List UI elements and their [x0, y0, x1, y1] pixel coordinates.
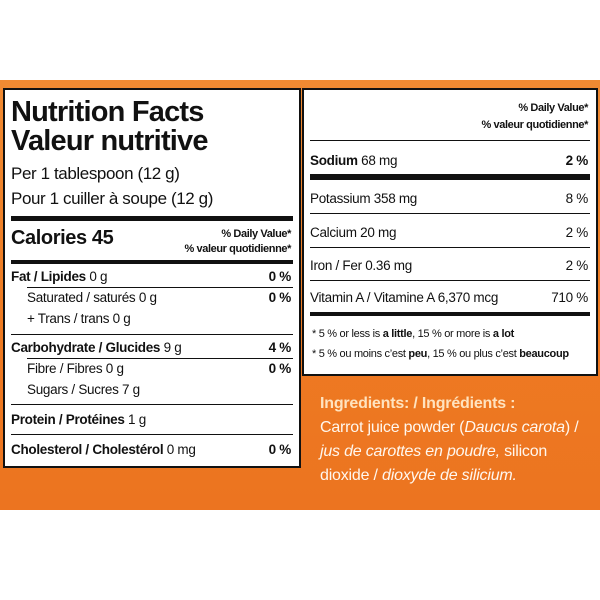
- dv: 2 %: [565, 258, 589, 273]
- label: + Trans / trans: [27, 311, 110, 326]
- amount: 6,370 mcg: [437, 290, 499, 305]
- label: Protein / Protéines: [11, 412, 125, 427]
- label: Saturated / saturés: [27, 290, 136, 305]
- nutrient-row: Iron / Fer 0.36 mg 2 %: [310, 258, 588, 273]
- rule: [11, 334, 293, 335]
- thick-rule: [11, 260, 293, 264]
- amount: 0 g: [112, 311, 131, 326]
- text: silicon dioxide /: [320, 443, 548, 484]
- thick-rule: [310, 174, 590, 180]
- label: Vitamin A / Vitamine A: [310, 290, 435, 305]
- footnote: * 5 % or less is a little, 15 % or more …: [312, 328, 514, 340]
- label: Carbohydrate / Glucides: [11, 340, 161, 355]
- amount: 0 mg: [166, 442, 196, 457]
- amount: 0.36 mg: [365, 258, 412, 273]
- ingredients: Ingredients: / Ingrédients : Carrot juice…: [320, 392, 592, 488]
- label: Fat / Lipides: [11, 269, 86, 284]
- dv: 0 %: [268, 442, 292, 457]
- rule: [310, 247, 590, 248]
- text: Carrot juice powder (: [320, 419, 465, 436]
- dv: 0 %: [268, 269, 292, 284]
- dv: 8 %: [565, 191, 589, 206]
- nutrient-row: Calcium 20 mg 2 %: [310, 225, 588, 240]
- nutrient-row: Sodium 68 mg 2 %: [310, 153, 588, 168]
- nutrient-row: Saturated / saturés 0 g 0 %: [11, 290, 291, 305]
- rule: [27, 287, 293, 288]
- label: Sodium: [310, 153, 358, 168]
- serving: Per 1 tablespoon (12 g): [11, 164, 180, 183]
- nutrient-row: Cholesterol / Cholestérol 0 mg 0 %: [11, 442, 291, 457]
- footnote: * 5 % ou moins c’est peu, 15 % ou plus c…: [312, 348, 569, 360]
- nutrient-row: Fat / Lipides 0 g 0 %: [11, 269, 291, 284]
- text: a little: [382, 328, 413, 340]
- label: Calcium: [310, 225, 357, 240]
- nutrient-row: Sugars / Sucres 7 g: [11, 382, 291, 397]
- text: peu: [408, 348, 428, 360]
- rule: [310, 213, 590, 214]
- text: a lot: [492, 328, 515, 340]
- text: , 15 % ou plus c’est: [427, 348, 520, 360]
- rule: [310, 280, 590, 281]
- dv: 2 %: [565, 153, 589, 168]
- text: , 15 % or more is: [412, 328, 493, 340]
- amount: 68 mg: [361, 153, 398, 168]
- text: * 5 % ou moins c’est: [312, 348, 409, 360]
- title-fr: Valeur nutritive: [11, 125, 209, 157]
- amount: 20 mg: [360, 225, 397, 240]
- text: * 5 % or less is: [312, 328, 383, 340]
- nutrient-row: Vitamin A / Vitamine A 6,370 mcg 710 %: [310, 290, 588, 305]
- text: jus de carottes en poudre,: [320, 443, 500, 460]
- rule: [11, 404, 293, 405]
- amount: 9 g: [163, 340, 182, 355]
- serving-fr: Pour 1 cuiller à soupe (12 g): [11, 189, 213, 208]
- amount: 7 g: [122, 382, 140, 397]
- thick-rule: [310, 312, 590, 316]
- title: Nutrition Facts: [11, 96, 204, 128]
- ingredients-heading: Ingredients: / Ingrédients :: [320, 395, 516, 412]
- text: ) /: [564, 419, 579, 436]
- dv: 0 %: [268, 290, 292, 305]
- label: Sugars / Sucres: [27, 382, 119, 397]
- nutrient-row: Carbohydrate / Glucides 9 g 4 %: [11, 340, 291, 355]
- dv-header: % Daily Value*: [518, 102, 588, 114]
- label: Cholesterol / Cholestérol: [11, 442, 164, 457]
- amount: 1 g: [128, 412, 146, 427]
- nutrient-row: Protein / Protéines 1 g: [11, 412, 291, 427]
- amount: 0 g: [89, 269, 108, 284]
- amount: 0 g: [105, 361, 124, 376]
- rule: [310, 140, 590, 141]
- label: Potassium: [310, 191, 371, 206]
- dv: 2 %: [565, 225, 589, 240]
- thick-rule: [11, 216, 293, 221]
- dv-header: % Daily Value*: [221, 228, 291, 240]
- text: dioxyde de silicium.: [382, 467, 517, 484]
- nutrient-row: + Trans / trans 0 g: [11, 311, 291, 326]
- calories: Calories 45: [11, 227, 114, 249]
- amount: 0 g: [138, 290, 157, 305]
- label: Fibre / Fibres: [27, 361, 103, 376]
- text: beaucoup: [519, 348, 569, 360]
- nutrition-panel-right: % Daily Value* % valeur quotidienne* Sod…: [302, 88, 598, 376]
- nutrient-row: Fibre / Fibres 0 g 0 %: [11, 361, 291, 376]
- nutrition-panel: Nutrition Facts Valeur nutritive Per 1 t…: [3, 88, 301, 468]
- dv: 4 %: [268, 340, 292, 355]
- rule: [11, 434, 293, 435]
- rule: [27, 358, 293, 359]
- dv-header-fr: % valeur quotidienne*: [481, 119, 588, 131]
- dv: 710 %: [551, 290, 588, 305]
- dv-header-fr: % valeur quotidienne*: [184, 243, 291, 255]
- text: Daucus carota: [464, 419, 565, 436]
- label: Iron / Fer: [310, 258, 362, 273]
- nutrient-row: Potassium 358 mg 8 %: [310, 191, 588, 206]
- amount: 358 mg: [373, 191, 418, 206]
- dv: 0 %: [268, 361, 292, 376]
